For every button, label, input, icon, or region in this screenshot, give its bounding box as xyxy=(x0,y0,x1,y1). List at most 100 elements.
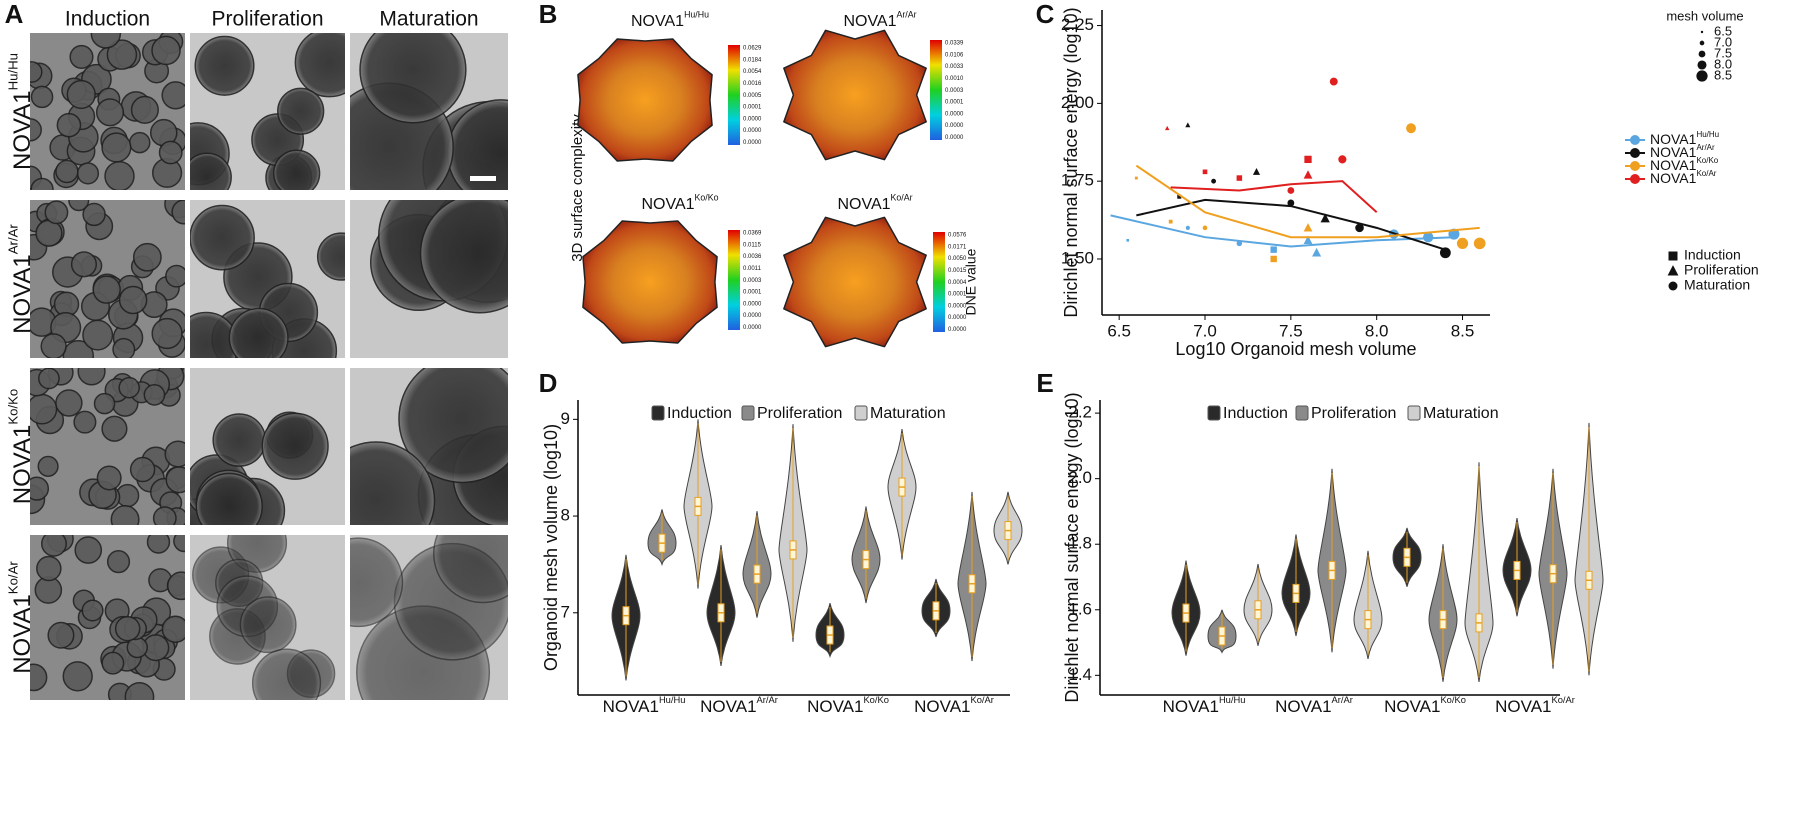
organoid xyxy=(152,506,177,525)
legend-label: Induction xyxy=(1223,405,1288,422)
organoid xyxy=(173,535,185,553)
legend-label: Maturation xyxy=(1423,405,1499,422)
micrograph xyxy=(30,368,185,525)
data-point xyxy=(1320,213,1330,223)
data-point xyxy=(1329,77,1338,86)
colorbar-tick: 0.0001 xyxy=(743,105,762,111)
column-title: Proliferation xyxy=(211,8,323,31)
data-point xyxy=(1211,178,1217,184)
x-tick-label: 8.5 xyxy=(1451,321,1475,340)
x-tick-label-base: NOVA1 xyxy=(807,697,863,716)
organoid xyxy=(56,112,82,138)
size-legend-marker xyxy=(1698,50,1706,58)
organoid xyxy=(164,440,185,468)
legend-label-sup: Ar/Ar xyxy=(1696,143,1715,152)
colorbar-tick: 0.0184 xyxy=(743,57,762,63)
organoid xyxy=(37,368,60,390)
colorbar-tick: 0.0016 xyxy=(743,81,762,87)
colorbar xyxy=(728,45,740,145)
trend-line xyxy=(1135,164,1480,239)
size-legend-marker xyxy=(1696,70,1708,82)
stage-legend-label: Maturation xyxy=(1684,277,1750,293)
size-legend-label: 8.5 xyxy=(1714,67,1732,82)
x-tick-label-sup: Hu/Hu xyxy=(1219,696,1246,706)
column-title: Induction xyxy=(65,8,150,31)
size-legend-title: mesh volume xyxy=(1666,8,1743,23)
organoid xyxy=(350,441,436,525)
data-point xyxy=(1338,155,1347,164)
organoid xyxy=(30,85,54,109)
scale-bar xyxy=(470,176,496,181)
organoid xyxy=(70,251,98,278)
mesh-title: NOVA1Hu/Hu xyxy=(631,10,709,30)
y-tick-label: 2.0 xyxy=(1068,468,1092,487)
data-point xyxy=(1236,175,1243,181)
organoid xyxy=(62,340,94,358)
organoid xyxy=(35,219,63,247)
legend-marker xyxy=(1630,135,1640,145)
mesh-title-sup: Ko/Ko xyxy=(695,193,719,203)
organoid xyxy=(294,33,345,98)
column-title: Maturation xyxy=(379,8,478,31)
y-tick-label: 1.8 xyxy=(1068,534,1092,553)
micrograph xyxy=(190,368,345,525)
organoid xyxy=(44,200,69,225)
organoid xyxy=(433,535,508,604)
surface-mesh xyxy=(783,216,927,348)
x-tick-label: 8.0 xyxy=(1365,321,1389,340)
colorbar-tick: 0.0033 xyxy=(945,64,964,70)
organoid xyxy=(101,651,125,675)
x-tick-label-base: NOVA1 xyxy=(1163,697,1219,716)
organoid xyxy=(130,95,159,124)
data-point xyxy=(1177,194,1182,199)
colorbar-tick: 0.0000 xyxy=(743,128,762,134)
surface-mesh xyxy=(582,220,718,344)
mesh-title-sup: Hu/Hu xyxy=(684,10,709,20)
data-point xyxy=(1126,238,1130,242)
y-axis-label: Organoid mesh volume (log10) xyxy=(541,424,561,671)
colorbar-tick: 0.0000 xyxy=(948,327,967,333)
legend-label: Proliferation xyxy=(1311,405,1396,422)
organoid xyxy=(30,663,48,692)
legend-swatch xyxy=(1407,405,1421,421)
colorbar-tick: 0.0015 xyxy=(948,268,967,274)
x-tick-label: NOVA1Ko/Ar xyxy=(1495,696,1575,717)
size-legend-marker xyxy=(1697,60,1707,70)
data-point xyxy=(1270,246,1277,253)
data-point xyxy=(1185,122,1191,128)
organoid xyxy=(165,264,185,288)
organoid xyxy=(37,455,59,477)
legend-marker xyxy=(1630,174,1640,184)
organoid xyxy=(251,648,322,700)
data-point xyxy=(1134,176,1138,180)
x-tick-label-base: NOVA1 xyxy=(1495,697,1551,716)
data-point xyxy=(1423,232,1434,243)
legend-label: NOVA1Ko/Ko xyxy=(1650,156,1719,173)
surface-mesh xyxy=(783,29,927,161)
data-point xyxy=(1270,255,1277,263)
micrograph xyxy=(350,33,508,190)
organoid xyxy=(30,118,42,142)
colorbar-tick: 0.0011 xyxy=(743,266,762,272)
data-point xyxy=(1406,123,1416,134)
organoid xyxy=(104,160,135,190)
organoid xyxy=(68,200,90,212)
micrograph xyxy=(30,200,185,358)
x-tick-label: NOVA1Hu/Hu xyxy=(603,696,686,717)
organoid xyxy=(114,615,141,642)
data-point xyxy=(1202,225,1208,231)
organoid xyxy=(101,415,128,442)
colorbar-tick: 0.0000 xyxy=(743,140,762,146)
panel-label: E xyxy=(1036,368,1053,398)
legend-label: Induction xyxy=(667,405,732,422)
organoid xyxy=(82,319,114,351)
legend-marker xyxy=(1630,161,1640,171)
colorbar-tick: 0.0000 xyxy=(743,325,762,331)
organoid xyxy=(30,393,58,425)
organoid xyxy=(93,392,116,415)
panel-label: A xyxy=(5,0,24,29)
data-point xyxy=(1168,219,1173,224)
organoid xyxy=(55,159,79,184)
organoid xyxy=(77,368,106,386)
legend-label: NOVA1Ko/Ar xyxy=(1650,169,1717,186)
